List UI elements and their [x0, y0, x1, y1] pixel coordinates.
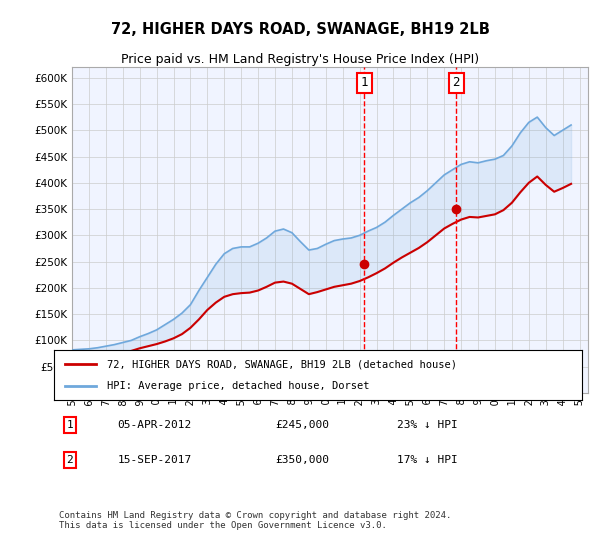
Text: £350,000: £350,000	[276, 455, 330, 465]
Text: Price paid vs. HM Land Registry's House Price Index (HPI): Price paid vs. HM Land Registry's House …	[121, 53, 479, 66]
Text: £245,000: £245,000	[276, 420, 330, 430]
Text: 2: 2	[67, 455, 73, 465]
Text: Contains HM Land Registry data © Crown copyright and database right 2024.
This d: Contains HM Land Registry data © Crown c…	[59, 511, 452, 530]
Text: 1: 1	[361, 77, 368, 90]
Text: 72, HIGHER DAYS ROAD, SWANAGE, BH19 2LB (detached house): 72, HIGHER DAYS ROAD, SWANAGE, BH19 2LB …	[107, 359, 457, 369]
Text: 23% ↓ HPI: 23% ↓ HPI	[397, 420, 458, 430]
Text: 1: 1	[67, 420, 73, 430]
Text: 17% ↓ HPI: 17% ↓ HPI	[397, 455, 458, 465]
Text: 05-APR-2012: 05-APR-2012	[118, 420, 191, 430]
Text: 2: 2	[452, 77, 460, 90]
Text: 15-SEP-2017: 15-SEP-2017	[118, 455, 191, 465]
Text: HPI: Average price, detached house, Dorset: HPI: Average price, detached house, Dors…	[107, 381, 370, 391]
Text: 72, HIGHER DAYS ROAD, SWANAGE, BH19 2LB: 72, HIGHER DAYS ROAD, SWANAGE, BH19 2LB	[110, 22, 490, 38]
